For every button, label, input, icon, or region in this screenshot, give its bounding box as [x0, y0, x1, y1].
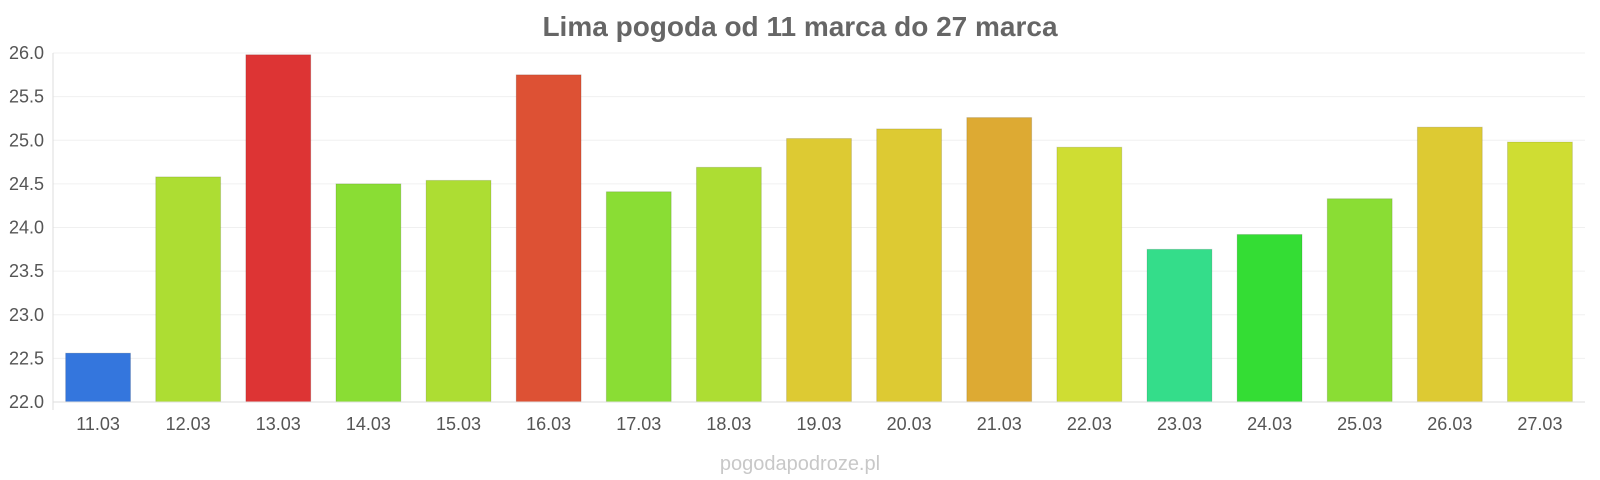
- bar-12.03: [155, 176, 222, 403]
- y-tick-label: 25.0: [9, 130, 44, 150]
- x-tick-label: 20.03: [887, 414, 932, 434]
- bars-group: [65, 54, 1573, 403]
- y-tick-label: 22.5: [9, 348, 44, 368]
- x-tick-label: 14.03: [346, 414, 391, 434]
- y-tick-label: 23.5: [9, 261, 44, 281]
- x-tick-label: 21.03: [977, 414, 1022, 434]
- y-tick-label: 22.0: [9, 392, 44, 412]
- bar-17.03: [605, 191, 672, 403]
- x-tick-label: 26.03: [1427, 414, 1472, 434]
- bar-18.03: [695, 166, 762, 403]
- y-tick-label: 24.5: [9, 174, 44, 194]
- bar-22.03: [1056, 146, 1123, 403]
- bar-21.03: [966, 117, 1033, 403]
- x-tick-label: 11.03: [76, 414, 120, 434]
- x-tick-label: 23.03: [1157, 414, 1202, 434]
- x-tick-label: 19.03: [796, 414, 841, 434]
- bar-13.03: [245, 54, 312, 403]
- bar-11.03: [65, 352, 132, 403]
- bar-24.03: [1236, 233, 1303, 403]
- y-axis: 22.0 22.5 23.0 23.5 24.0 24.5 25.0 25.5 26.0: [9, 43, 54, 412]
- watermark: pogodapodroze.pl: [720, 453, 880, 475]
- x-axis: 11.03 12.03 13.03 14.03 15.03 16.03 17.03 18.03…: [53, 401, 1585, 434]
- x-tick-label: 16.03: [526, 414, 571, 434]
- bar-19.03: [786, 138, 852, 403]
- chart-title: Lima pogoda od 11 marca do 27 marca: [542, 11, 1058, 42]
- bar-27.03: [1506, 141, 1573, 403]
- x-tick-label: 15.03: [436, 414, 481, 434]
- bar-20.03: [876, 128, 943, 403]
- bar-15.03: [425, 179, 492, 403]
- x-tick-label: 27.03: [1517, 414, 1562, 434]
- bar-14.03: [335, 183, 402, 403]
- bar-26.03: [1416, 126, 1483, 403]
- y-tick-label: 24.0: [9, 218, 44, 238]
- bar-23.03: [1146, 248, 1213, 403]
- bar-16.03: [515, 74, 582, 403]
- x-tick-label: 25.03: [1337, 414, 1382, 434]
- x-tick-label: 24.03: [1247, 414, 1292, 434]
- x-tick-label: 12.03: [166, 414, 211, 434]
- x-tick-label: 13.03: [256, 414, 301, 434]
- x-tick-label: 17.03: [616, 414, 661, 434]
- bar-25.03: [1326, 198, 1393, 403]
- x-tick-label: 22.03: [1067, 414, 1112, 434]
- x-tick-label: 18.03: [706, 414, 751, 434]
- y-tick-label: 23.0: [9, 305, 44, 325]
- y-tick-label: 26.0: [9, 43, 44, 63]
- y-tick-label: 25.5: [9, 87, 44, 107]
